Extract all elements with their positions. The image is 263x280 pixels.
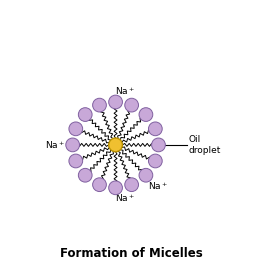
Circle shape bbox=[78, 108, 92, 122]
Circle shape bbox=[139, 108, 153, 122]
Circle shape bbox=[109, 95, 123, 109]
Text: Na$^+$: Na$^+$ bbox=[115, 193, 135, 204]
Circle shape bbox=[109, 138, 123, 152]
Circle shape bbox=[69, 122, 83, 136]
Circle shape bbox=[109, 181, 123, 195]
Circle shape bbox=[66, 138, 79, 152]
Circle shape bbox=[149, 154, 162, 168]
Circle shape bbox=[125, 178, 139, 192]
Text: Na$^+$: Na$^+$ bbox=[115, 85, 135, 97]
Circle shape bbox=[149, 122, 162, 136]
Circle shape bbox=[93, 98, 106, 112]
Text: Na$^+$: Na$^+$ bbox=[148, 180, 169, 192]
Circle shape bbox=[78, 168, 92, 182]
Circle shape bbox=[93, 178, 106, 192]
Text: Formation of Micelles: Formation of Micelles bbox=[60, 247, 203, 260]
Circle shape bbox=[69, 154, 83, 168]
Text: Oil
droplet: Oil droplet bbox=[189, 135, 221, 155]
Circle shape bbox=[125, 98, 139, 112]
Text: Na$^+$: Na$^+$ bbox=[45, 139, 65, 151]
Circle shape bbox=[139, 168, 153, 182]
Circle shape bbox=[151, 138, 165, 152]
